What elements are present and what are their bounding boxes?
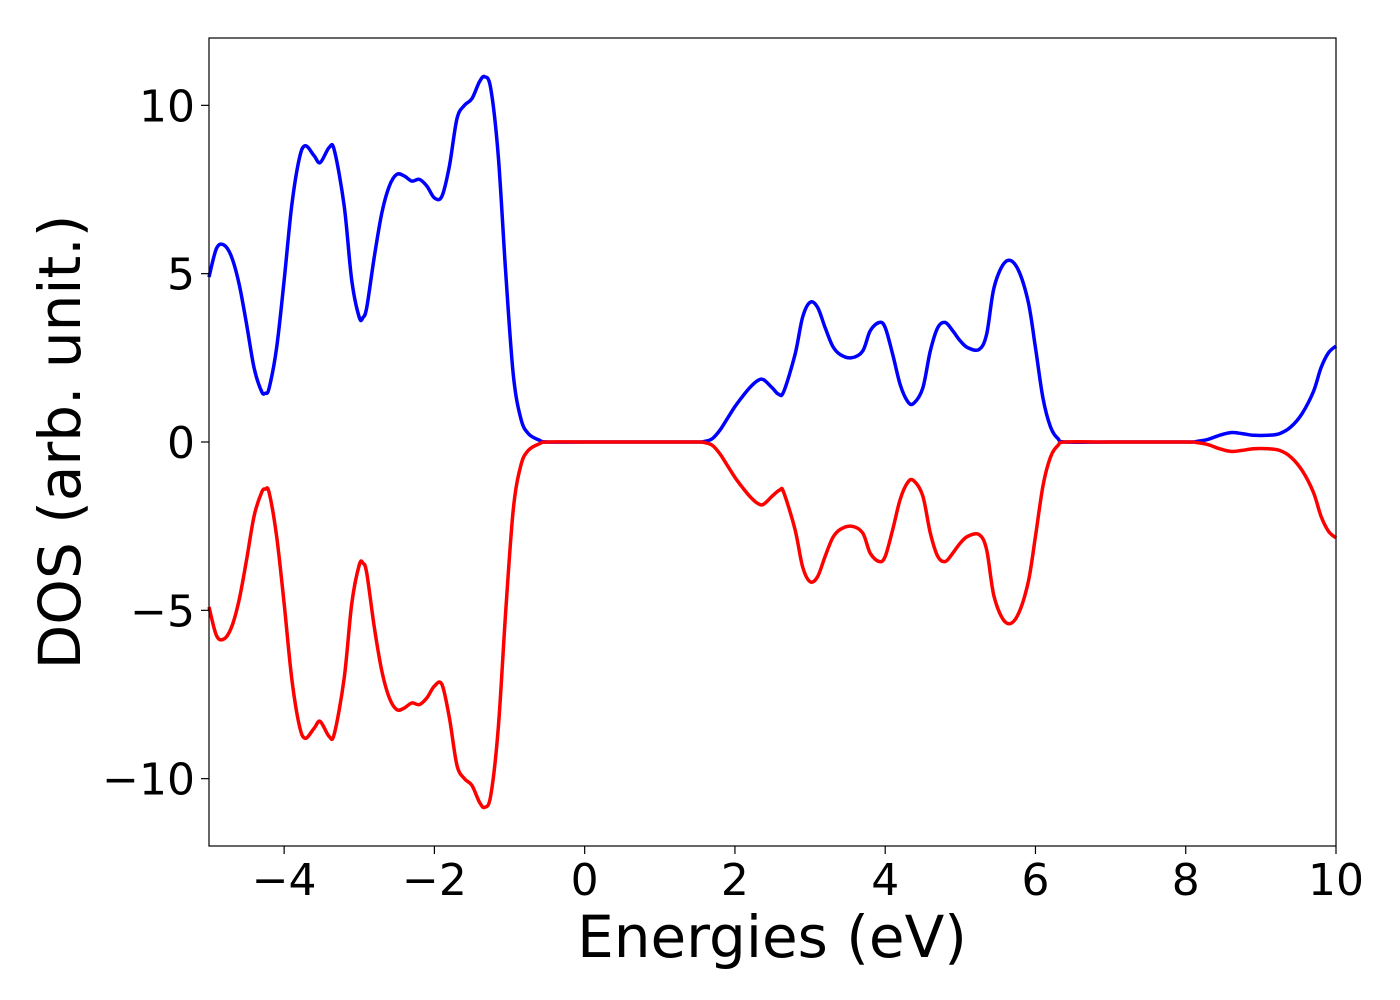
y-axis-title: DOS (arb. unit.): [26, 215, 94, 670]
series-line-blue: [207, 74, 1338, 444]
x-tick-label: 10: [1308, 855, 1364, 906]
x-axis-ticks: −4 −2 0 2 4 6 8 10: [252, 846, 1364, 906]
y-tick-label: −10: [102, 755, 195, 806]
series-line-red: [207, 440, 1338, 810]
x-tick-label: 6: [1021, 855, 1049, 906]
x-tick-label: −2: [402, 855, 467, 906]
x-tick-label: 4: [871, 855, 899, 906]
y-tick-label: 10: [139, 81, 195, 132]
x-tick-label: 0: [571, 855, 599, 906]
y-tick-label: 5: [167, 250, 195, 301]
y-tick-label: 0: [167, 418, 195, 469]
x-axis-title: Energies (eV): [577, 903, 967, 971]
y-axis-ticks: 10 5 0 −5 −10: [102, 81, 209, 806]
x-tick-label: 2: [721, 855, 749, 906]
x-tick-label: 8: [1172, 855, 1200, 906]
y-tick-label: −5: [130, 586, 195, 637]
series-layer: [207, 74, 1338, 810]
x-tick-label: −4: [252, 855, 317, 906]
